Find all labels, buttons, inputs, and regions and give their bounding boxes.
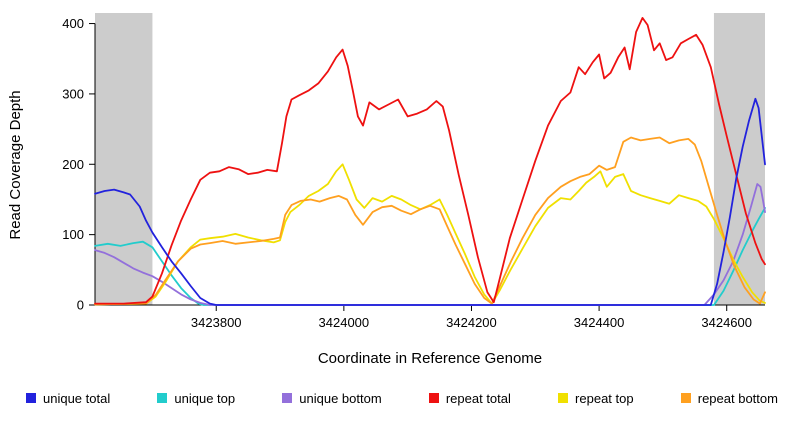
series-line-unique-bottom (94, 183, 766, 306)
masked-region-left (95, 13, 153, 305)
series-line-repeat-total (94, 16, 766, 305)
legend-label: repeat top (575, 390, 634, 406)
x-tick-label: 3424000 (319, 315, 370, 330)
y-axis-title: Read Coverage Depth (7, 90, 24, 239)
legend-item-unique-bottom: unique bottom (282, 390, 382, 406)
legend-swatch-repeat-bottom (680, 393, 691, 403)
y-tick-label: 300 (62, 86, 84, 101)
series-line-unique-top (94, 206, 766, 306)
chart-svg: 3423800 3424000 3424200 3424400 3424600 0 100 2… (7, 13, 766, 367)
legend-item-unique-top: unique top (157, 391, 235, 406)
legend-item-repeat-bottom: repeat bottom (680, 390, 778, 406)
x-tick-label: 3423800 (191, 315, 242, 330)
x-tick-label: 3424200 (446, 315, 497, 330)
legend: unique total unique top unique bottom repea… (0, 378, 792, 412)
series-line-unique-total (94, 97, 766, 306)
legend-label: repeat total (445, 390, 511, 406)
legend-label: unique top (174, 390, 236, 406)
legend-label: repeat bottom (697, 390, 778, 406)
legend-swatch-repeat-total (428, 393, 439, 403)
legend-item-unique-total: unique total (26, 391, 110, 406)
legend-label: unique bottom (299, 390, 382, 406)
y-tick-label: 200 (62, 157, 84, 172)
y-tick-label: 100 (62, 227, 84, 242)
y-tick-label: 0 (77, 298, 84, 313)
legend-swatch-unique-total (26, 393, 36, 403)
x-tick-label: 3424600 (701, 315, 752, 330)
legend-item-repeat-top: repeat top (558, 391, 634, 406)
legend-swatch-unique-bottom (282, 393, 293, 403)
legend-label: unique total (43, 390, 111, 406)
series-line-repeat-top (94, 163, 766, 306)
x-axis-title: Coordinate in Reference Genome (318, 350, 542, 367)
x-tick-label: 3424400 (574, 315, 625, 330)
series-line-repeat-bottom (94, 136, 766, 306)
coverage-plot: 3423800 3424000 3424200 3424400 3424600 0 100 2… (7, 13, 766, 367)
y-tick-label: 400 (62, 16, 84, 31)
legend-swatch-unique-top (157, 393, 168, 403)
legend-item-repeat-total: repeat total (428, 390, 511, 406)
legend-swatch-repeat-top (558, 393, 569, 403)
